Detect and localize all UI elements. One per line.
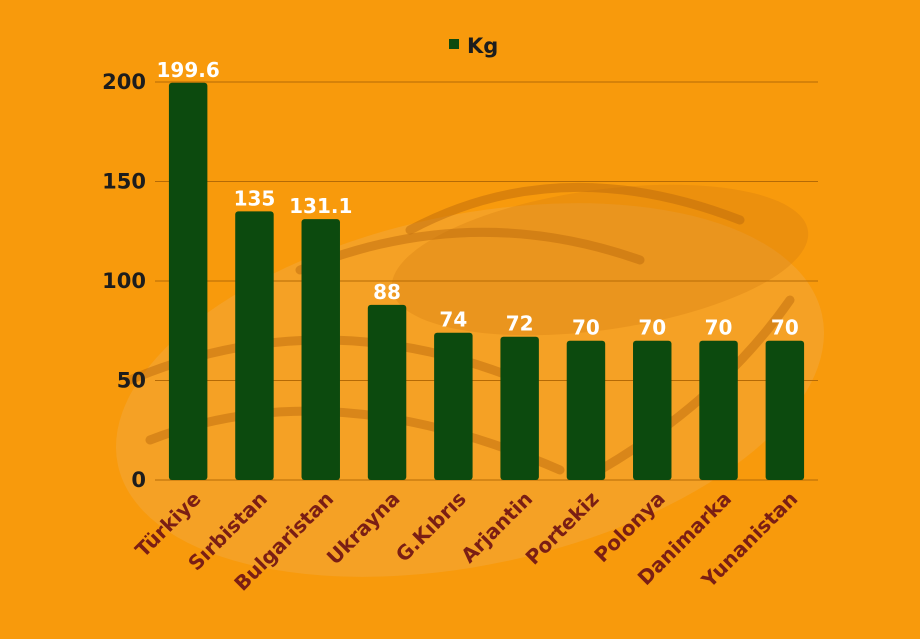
legend-label: Kg bbox=[467, 34, 498, 58]
legend: Kg bbox=[449, 34, 498, 58]
data-label: 74 bbox=[439, 308, 467, 332]
bar bbox=[500, 336, 539, 480]
y-tick-label: 200 bbox=[102, 70, 146, 94]
bread-shape bbox=[391, 184, 809, 336]
bar bbox=[235, 211, 274, 480]
legend-swatch bbox=[449, 39, 459, 49]
bar bbox=[301, 219, 340, 480]
data-label: 88 bbox=[373, 280, 401, 304]
bar bbox=[168, 82, 208, 481]
bar bbox=[367, 304, 407, 480]
bread-score-line bbox=[295, 227, 645, 275]
bar bbox=[566, 340, 606, 480]
bars bbox=[168, 82, 805, 481]
y-tick-label: 100 bbox=[102, 269, 146, 293]
data-label: 199.6 bbox=[157, 58, 220, 82]
data-label: 70 bbox=[572, 316, 600, 340]
data-label: 70 bbox=[771, 316, 799, 340]
data-label: 70 bbox=[638, 316, 666, 340]
y-axis-ticks: 0 50 100 150 200 bbox=[102, 70, 146, 492]
bar bbox=[633, 340, 672, 480]
data-labels: 199.6 135 131.1 88 74 72 70 70 70 70 bbox=[157, 58, 799, 340]
y-tick-label: 50 bbox=[117, 369, 146, 393]
data-label: 70 bbox=[705, 316, 733, 340]
bar bbox=[699, 340, 738, 480]
bar bbox=[434, 332, 473, 480]
data-label: 135 bbox=[234, 186, 276, 210]
bar bbox=[765, 340, 805, 480]
y-tick-label: 150 bbox=[102, 170, 146, 194]
y-tick-label: 0 bbox=[131, 468, 146, 492]
data-label: 131.1 bbox=[289, 194, 352, 218]
bread-score-line bbox=[405, 182, 745, 235]
data-label: 72 bbox=[506, 312, 534, 336]
